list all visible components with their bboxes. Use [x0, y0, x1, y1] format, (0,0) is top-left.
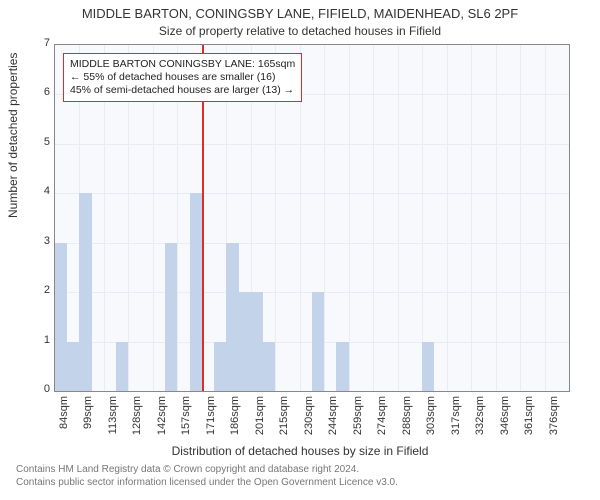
gridline-v [324, 45, 325, 391]
y-tick-label: 4 [30, 185, 50, 197]
footer-attribution: Contains HM Land Registry data © Crown c… [16, 464, 398, 489]
x-tick-label: 128sqm [131, 396, 143, 440]
gridline-v [349, 45, 350, 391]
x-tick-label: 186sqm [229, 396, 241, 440]
x-tick-label: 288sqm [401, 396, 413, 440]
x-tick-label: 317sqm [450, 396, 462, 440]
histogram-bar [422, 342, 434, 391]
gridline-v [520, 45, 521, 391]
x-tick-label: 346sqm [499, 396, 511, 440]
annotation-line-2: ← 55% of detached houses are smaller (16… [70, 71, 295, 84]
x-tick-label: 84sqm [58, 396, 70, 440]
histogram-bar [116, 342, 128, 391]
histogram-bar [263, 342, 275, 391]
footer-line-1: Contains HM Land Registry data © Crown c… [16, 464, 398, 477]
annotation-line-3: 45% of semi-detached houses are larger (… [70, 84, 295, 97]
x-tick-label: 201sqm [254, 396, 266, 440]
x-tick-label: 244sqm [327, 396, 339, 440]
histogram-bar [239, 292, 251, 391]
x-tick-label: 142sqm [156, 396, 168, 440]
annotation-box: MIDDLE BARTON CONINGSBY LANE: 165sqm← 55… [63, 53, 302, 102]
y-tick-label: 1 [30, 334, 50, 346]
annotation-line-1: MIDDLE BARTON CONINGSBY LANE: 165sqm [70, 58, 295, 71]
x-tick-label: 332sqm [474, 396, 486, 440]
x-tick-label: 303sqm [425, 396, 437, 440]
y-tick-label: 7 [30, 37, 50, 49]
x-tick-label: 215sqm [278, 396, 290, 440]
y-tick-label: 5 [30, 136, 50, 148]
y-tick-label: 3 [30, 235, 50, 247]
x-tick-label: 230sqm [303, 396, 315, 440]
gridline-v [496, 45, 497, 391]
footer-line-2: Contains public sector information licen… [16, 477, 398, 490]
chart-container: { "chart": { "type": "histogram", "title… [0, 0, 600, 500]
y-tick-label: 6 [30, 86, 50, 98]
gridline-v [471, 45, 472, 391]
x-tick-label: 361sqm [523, 396, 535, 440]
histogram-bar [226, 243, 238, 391]
chart-subtitle: Size of property relative to detached ho… [0, 24, 600, 38]
x-tick-label: 376sqm [548, 396, 560, 440]
histogram-bar [214, 342, 226, 391]
x-tick-label: 171sqm [205, 396, 217, 440]
y-tick-label: 0 [30, 383, 50, 395]
gridline-v [398, 45, 399, 391]
x-axis-label: Distribution of detached houses by size … [0, 444, 600, 458]
x-tick-label: 259sqm [352, 396, 364, 440]
gridline-h [55, 193, 569, 194]
histogram-bar [190, 193, 202, 391]
x-tick-label: 99sqm [82, 396, 94, 440]
gridline-v [422, 45, 423, 391]
gridline-h [55, 144, 569, 145]
gridline-h [55, 243, 569, 244]
histogram-bar [336, 342, 348, 391]
chart-title: MIDDLE BARTON, CONINGSBY LANE, FIFIELD, … [0, 6, 600, 21]
gridline-v [373, 45, 374, 391]
x-tick-label: 274sqm [376, 396, 388, 440]
x-tick-label: 157sqm [180, 396, 192, 440]
y-tick-label: 2 [30, 284, 50, 296]
gridline-v [447, 45, 448, 391]
plot-area: MIDDLE BARTON CONINGSBY LANE: 165sqm← 55… [54, 44, 570, 392]
x-tick-label: 113sqm [107, 396, 119, 440]
histogram-bar [312, 292, 324, 391]
histogram-bar [55, 243, 67, 391]
histogram-bar [251, 292, 263, 391]
histogram-bar [67, 342, 79, 391]
gridline-v [545, 45, 546, 391]
histogram-bar [165, 243, 177, 391]
histogram-bar [79, 193, 91, 391]
y-axis-label: Number of detached properties [6, 53, 20, 218]
